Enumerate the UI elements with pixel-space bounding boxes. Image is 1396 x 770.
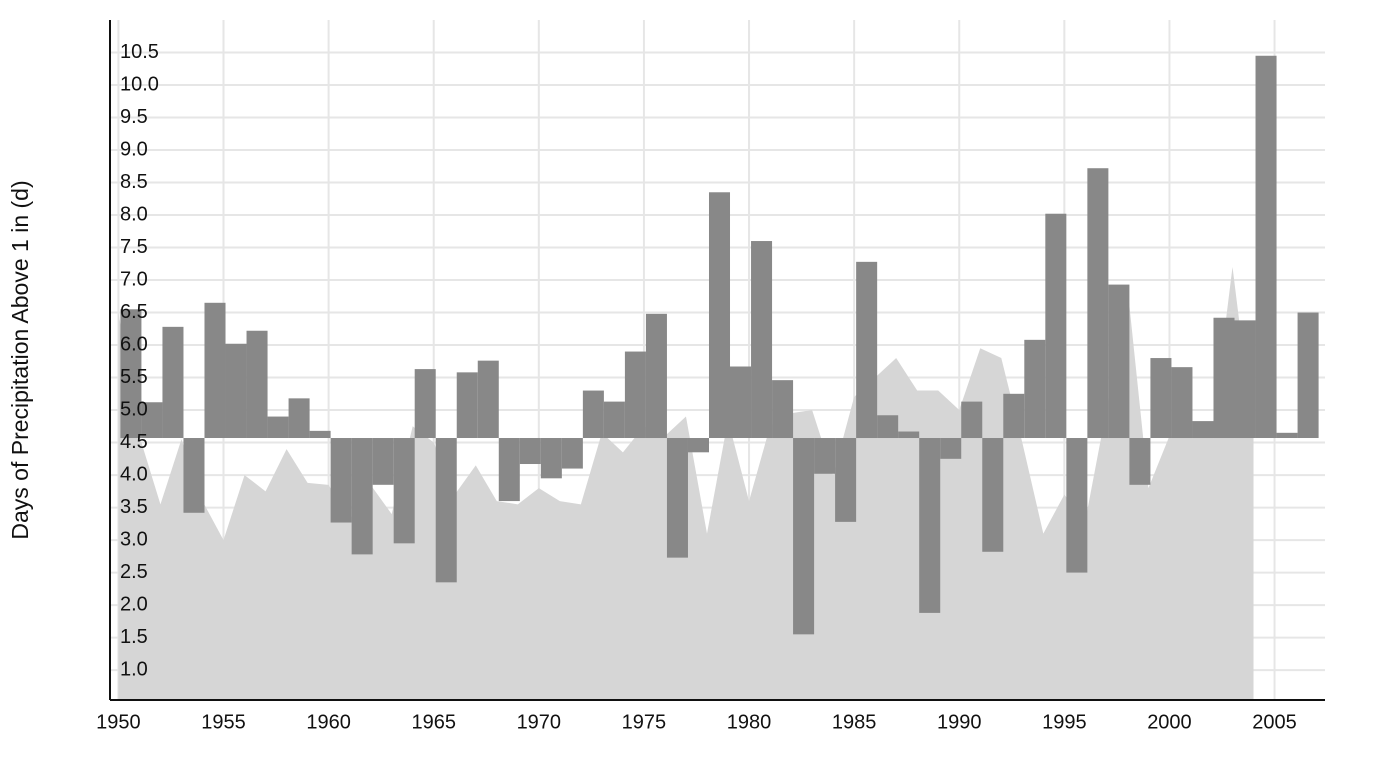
x-tick-label: 1990 bbox=[937, 711, 982, 733]
bar bbox=[603, 401, 625, 439]
y-tick-label: 10.0 bbox=[120, 73, 159, 95]
bar bbox=[1213, 317, 1235, 439]
bar bbox=[519, 438, 541, 465]
bar bbox=[267, 416, 289, 439]
y-tick-label: 5.5 bbox=[120, 366, 148, 388]
y-tick-label: 2.5 bbox=[120, 561, 148, 583]
bar bbox=[414, 369, 436, 439]
bar bbox=[835, 438, 857, 522]
x-tick-label: 1950 bbox=[96, 711, 141, 733]
bar bbox=[309, 430, 331, 439]
y-tick-label: 8.5 bbox=[120, 171, 148, 193]
bar bbox=[540, 438, 562, 479]
bar bbox=[877, 415, 899, 439]
bar bbox=[1108, 284, 1130, 439]
bar bbox=[288, 398, 310, 439]
bar bbox=[1297, 312, 1319, 439]
y-tick-label: 10.5 bbox=[120, 41, 159, 63]
bar bbox=[561, 438, 583, 469]
x-tick-label: 1960 bbox=[306, 711, 351, 733]
bar bbox=[1003, 393, 1025, 439]
bar bbox=[162, 326, 184, 439]
y-tick-label: 5.0 bbox=[120, 398, 148, 420]
y-tick-label: 6.5 bbox=[120, 301, 148, 323]
bar bbox=[498, 438, 520, 502]
bar bbox=[246, 330, 268, 439]
y-tick-label: 1.0 bbox=[120, 658, 148, 680]
bar bbox=[708, 192, 731, 439]
bar bbox=[898, 431, 920, 439]
y-tick-label: 4.0 bbox=[120, 463, 148, 485]
bar bbox=[225, 343, 247, 439]
bar bbox=[141, 402, 163, 439]
y-tick-label: 7.0 bbox=[120, 268, 148, 290]
bar bbox=[351, 438, 373, 555]
bar bbox=[393, 438, 415, 544]
bar bbox=[687, 438, 709, 453]
bar bbox=[1066, 438, 1088, 573]
x-tick-label: 1980 bbox=[727, 711, 772, 733]
bar bbox=[183, 438, 205, 513]
bar bbox=[1276, 432, 1298, 439]
bar bbox=[645, 313, 667, 439]
bar bbox=[793, 438, 815, 635]
y-tick-label: 7.5 bbox=[120, 236, 148, 258]
y-tick-label: 3.0 bbox=[120, 528, 148, 550]
x-tick-label: 1985 bbox=[832, 711, 877, 733]
y-tick-label: 3.5 bbox=[120, 496, 148, 518]
bar bbox=[1234, 320, 1256, 439]
x-tick-label: 1965 bbox=[411, 711, 456, 733]
bar bbox=[772, 380, 794, 439]
x-tick-label: 1975 bbox=[622, 711, 667, 733]
bar bbox=[1150, 358, 1172, 439]
bar bbox=[961, 401, 983, 439]
y-axis-title: Days of Precipitation Above 1 in (d) bbox=[7, 180, 33, 539]
y-tick-label: 8.0 bbox=[120, 203, 148, 225]
bar bbox=[1255, 55, 1277, 439]
bar bbox=[456, 372, 478, 439]
y-tick-label: 6.0 bbox=[120, 333, 148, 355]
plot-area bbox=[118, 55, 1319, 700]
bar bbox=[1045, 213, 1067, 439]
bar bbox=[120, 309, 142, 439]
y-tick-label: 1.5 bbox=[120, 626, 148, 648]
y-tick-label: 9.5 bbox=[120, 106, 148, 128]
bar bbox=[435, 438, 457, 583]
bar bbox=[1129, 438, 1151, 485]
bar bbox=[919, 438, 941, 613]
bar bbox=[666, 438, 688, 558]
bar bbox=[814, 438, 836, 474]
bar bbox=[1192, 421, 1214, 439]
y-tick-label: 2.0 bbox=[120, 593, 148, 615]
bar bbox=[856, 261, 878, 439]
bar bbox=[330, 438, 352, 523]
bar bbox=[1171, 367, 1193, 439]
bar bbox=[204, 302, 226, 439]
bar bbox=[372, 438, 394, 485]
x-tick-label: 1995 bbox=[1042, 711, 1087, 733]
bar bbox=[730, 366, 752, 439]
bar bbox=[940, 438, 962, 459]
x-tick-label: 2005 bbox=[1252, 711, 1297, 733]
bar bbox=[751, 241, 773, 439]
bar bbox=[582, 390, 604, 439]
x-tick-label: 1955 bbox=[201, 711, 246, 733]
bar bbox=[477, 360, 499, 439]
bar bbox=[982, 438, 1004, 552]
y-tick-label: 9.0 bbox=[120, 138, 148, 160]
y-tick-label: 4.5 bbox=[120, 431, 148, 453]
bar bbox=[1024, 339, 1046, 439]
x-tick-label: 2000 bbox=[1147, 711, 1192, 733]
tick-labels: 1.0 1.5 2.0 2.5 3.0 3.5 4.0 4.5 5.0 5.5 6.0 6.5 7.0 7… bbox=[96, 41, 1297, 733]
x-tick-label: 1970 bbox=[517, 711, 562, 733]
bar bbox=[1087, 168, 1109, 439]
bar bbox=[624, 351, 646, 439]
